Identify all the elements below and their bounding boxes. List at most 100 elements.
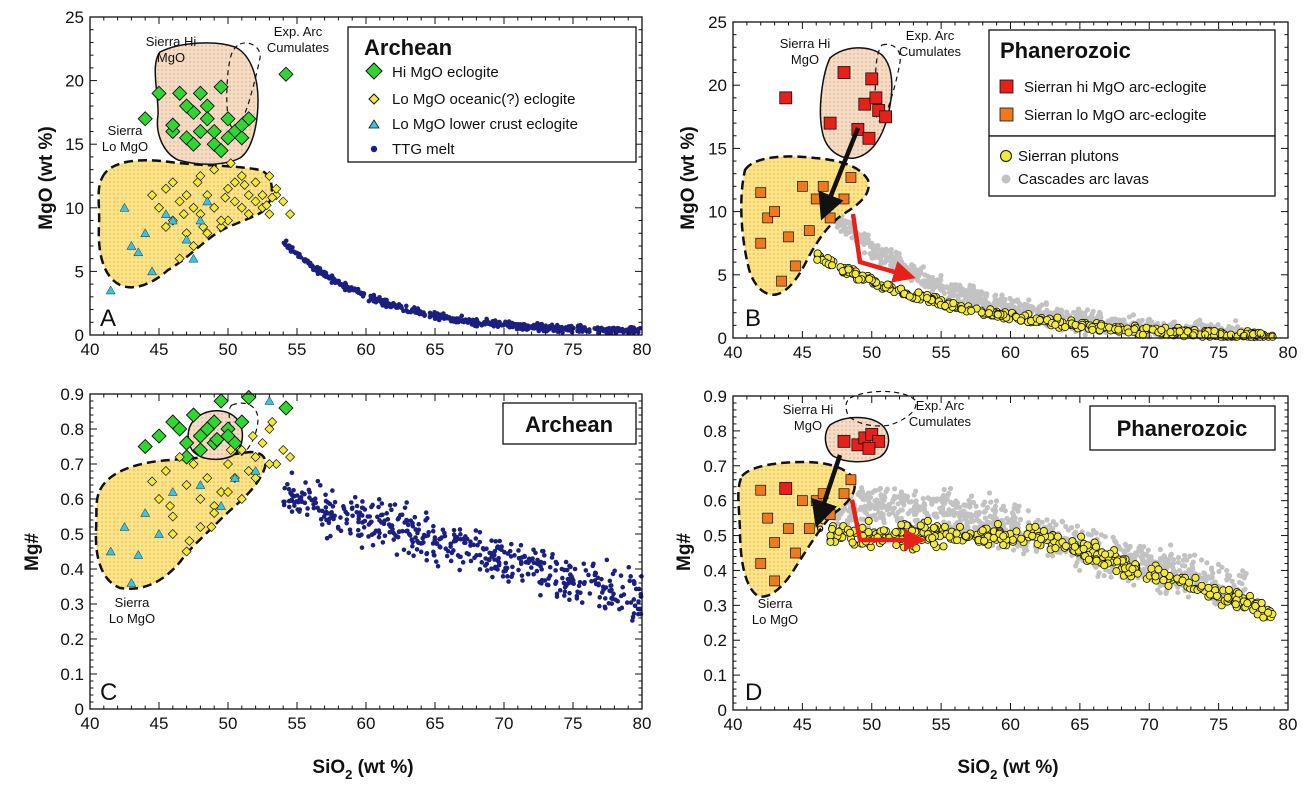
- ttg-melt-point: [437, 536, 442, 542]
- cascades-lava-point: [1234, 324, 1241, 330]
- sierran-lo-mgo-arc-eclogite-point: [845, 474, 857, 486]
- sierran-lo-mgo-arc-eclogite-point: [824, 212, 836, 224]
- cascades-lava-point: [869, 513, 875, 519]
- ttg-melt-point: [306, 487, 312, 493]
- ttg-melt-point: [343, 280, 348, 286]
- sierran-pluton-point: [851, 269, 860, 278]
- ttg-melt-point: [360, 499, 365, 504]
- lo-mgo-oceanic-eclogite-point: [181, 546, 192, 557]
- cascades-lava-point: [982, 508, 988, 514]
- ttg-melt-point: [519, 573, 525, 578]
- cascades-lava-point: [1026, 297, 1032, 303]
- ttg-melt-point: [576, 329, 582, 334]
- ttg-melt-point: [377, 518, 382, 523]
- ttg-melt-point: [415, 530, 420, 536]
- x-tick-label: 60: [357, 714, 376, 733]
- panel-c-region-labels: Sierra Lo MgO: [109, 595, 155, 626]
- lo-mgo-oceanic-eclogite-point: [178, 209, 189, 220]
- y-tick-label: 0.9: [60, 385, 84, 404]
- cascades-lava-point: [1025, 508, 1031, 514]
- ttg-melt-point: [405, 522, 411, 528]
- ttg-melt-point: [329, 280, 335, 285]
- cascades-lava-point: [1215, 322, 1221, 328]
- ttg-melt-point: [596, 581, 601, 586]
- ttg-melt-point: [405, 309, 411, 315]
- cascades-lava-point: [1165, 560, 1171, 567]
- ttg-melt-point: [468, 558, 474, 564]
- ttg-melt-point: [489, 566, 494, 571]
- cascades-lava-point: [1093, 564, 1099, 570]
- cascades-lava-point: [957, 518, 964, 524]
- cascades-lava-point: [872, 487, 878, 494]
- red-trend-arrow: [850, 213, 916, 283]
- lo-mgo-oceanic-eclogite-point: [167, 529, 178, 539]
- lo-mgo-oceanic-eclogite-point: [223, 215, 233, 226]
- ttg-melt-point: [581, 561, 587, 567]
- y-axis-label: Mg#: [674, 533, 695, 571]
- ttg-melt-point: [586, 572, 591, 578]
- ttg-melt-point: [509, 541, 514, 547]
- x-tick-label: 60: [1001, 715, 1020, 734]
- lo-mgo-oceanic-eclogite-point: [154, 202, 164, 213]
- ttg-melt-point: [291, 249, 297, 255]
- ttg-melt-point: [508, 322, 514, 327]
- ttg-melt-point: [565, 576, 571, 582]
- cascades-lava-point: [848, 517, 854, 523]
- cascades-lava-point: [925, 273, 931, 279]
- cascades-lava-point: [892, 486, 898, 492]
- x-axis-label-tail: (wt %): [997, 757, 1058, 778]
- sierran-pluton-point: [945, 532, 954, 541]
- cascades-lava-point: [1197, 317, 1203, 323]
- region-label-sierra-hi-mgo: Sierra Hi: [146, 34, 197, 49]
- cascades-lava-point: [1022, 301, 1028, 307]
- ttg-melt-point: [305, 506, 310, 511]
- lo-mgo-oceanic-eclogite-point: [243, 209, 254, 220]
- ttg-melt-point: [348, 531, 353, 536]
- cascades-lava-point: [1039, 519, 1045, 525]
- cascades-lava-point: [1198, 557, 1205, 563]
- ttg-melt-point: [466, 552, 471, 557]
- ttg-melt-point: [354, 510, 360, 515]
- region-label-sierra-hi-mgo-2: MgO: [794, 418, 822, 433]
- sierran-pluton-point: [967, 306, 976, 315]
- cascades-lava-point: [881, 497, 887, 503]
- cascades-lava-point: [1084, 307, 1091, 313]
- sierran-pluton-point: [1231, 600, 1240, 609]
- hi-mgo-eclogite-point: [192, 85, 209, 101]
- ttg-melt-point: [444, 315, 449, 321]
- ttg-melt-point: [609, 596, 614, 601]
- cascades-lava-point: [946, 490, 952, 496]
- x-tick-label: 55: [288, 340, 307, 359]
- cascades-lava-point: [955, 297, 961, 303]
- ttg-melt-point: [513, 323, 519, 329]
- ttg-melt-point: [358, 290, 364, 295]
- cascades-lava-point: [1226, 575, 1232, 581]
- cascades-lava-point: [1146, 554, 1153, 560]
- x-tick-label: 75: [1209, 715, 1228, 734]
- sierran-pluton-point: [1112, 567, 1121, 576]
- cascades-lava-point: [944, 284, 950, 291]
- ttg-melt-point: [471, 542, 476, 548]
- ttg-melt-point: [631, 597, 637, 602]
- lo-mgo-lower-crust-eclogite-point: [216, 500, 227, 510]
- sierran-pluton-point: [1061, 323, 1070, 332]
- ttg-melt-point: [328, 533, 333, 539]
- lo-mgo-oceanic-eclogite-point: [202, 228, 213, 239]
- y-tick-label: 0: [75, 326, 84, 345]
- ttg-melt-point: [424, 551, 429, 557]
- ttg-melt-point: [309, 497, 314, 503]
- sierran-pluton-point: [864, 528, 873, 537]
- cascades-lava-point: [908, 499, 915, 505]
- ttg-melt-point: [323, 492, 328, 498]
- hi-mgo-eclogite-point: [220, 130, 236, 146]
- ttg-melt-point: [370, 542, 376, 548]
- cascades-lava-point: [875, 243, 881, 250]
- sierran-hi-mgo-arc-eclogite-point: [858, 97, 872, 111]
- x-tick-label: 55: [932, 343, 951, 362]
- lo-mgo-oceanic-eclogite-point: [209, 164, 220, 175]
- ttg-melt-point: [289, 492, 294, 497]
- ttg-melt-point: [315, 478, 321, 484]
- ttg-melt-point: [612, 568, 617, 574]
- sierran-pluton-point: [993, 520, 1002, 529]
- ttg-melt-point: [496, 555, 501, 561]
